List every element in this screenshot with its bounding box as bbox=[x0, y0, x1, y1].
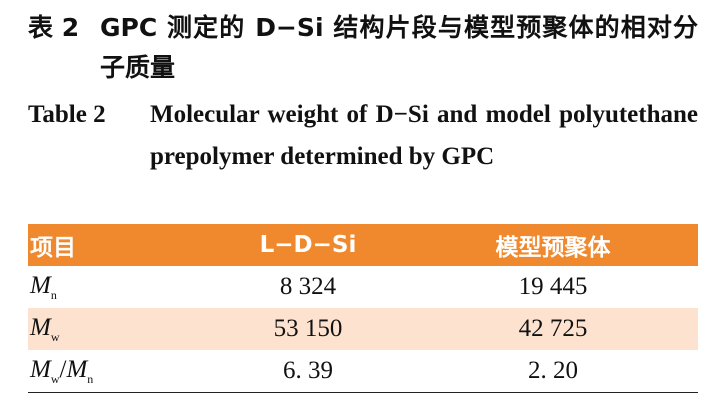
header-row: 项目 L−D−Si 模型预聚体 bbox=[28, 224, 698, 266]
caption-label: 表 2 bbox=[28, 13, 80, 42]
header-cell: L−D−Si bbox=[208, 224, 408, 266]
table-row: Mw 53 150 42 725 bbox=[28, 308, 698, 350]
subscript: w bbox=[50, 371, 60, 386]
symbol: M bbox=[30, 313, 51, 341]
header-cell: 模型预聚体 bbox=[408, 224, 698, 266]
symbol: M bbox=[30, 271, 51, 299]
table-cell: 8 324 bbox=[279, 273, 337, 300]
table-cell: 19 445 bbox=[518, 273, 588, 300]
caption-text: Molecular weight of D−Si and model polyu… bbox=[150, 101, 698, 170]
symbol: M bbox=[30, 355, 51, 383]
row-label: Mw/Mn bbox=[28, 350, 208, 393]
subscript: n bbox=[87, 371, 94, 386]
caption-label: Table 2 bbox=[28, 101, 106, 128]
table-body: Mn 8 324 19 445 Mw 53 150 42 725 Mw/Mn 6. 39 2. … bbox=[28, 266, 698, 393]
table-row: Mw/Mn 6. 39 2. 20 bbox=[28, 350, 698, 393]
subscript: n bbox=[50, 287, 57, 302]
row-label: Mw bbox=[28, 308, 208, 350]
caption-en: Table 2 Molecular weight of D−Si and mod… bbox=[28, 94, 698, 178]
row-label: Mn bbox=[28, 266, 208, 308]
caption-cn: 表 2 GPC 测定的 D−Si 结构片段与模型预聚体的相对分子质量 bbox=[28, 8, 698, 88]
header-cell: 项目 bbox=[28, 224, 208, 266]
table-cell: 42 725 bbox=[408, 308, 698, 350]
table-cell: 6. 39 bbox=[208, 350, 408, 393]
table-cell: 53 150 bbox=[208, 308, 408, 350]
table-row: Mn 8 324 19 445 bbox=[28, 266, 698, 308]
subscript: w bbox=[50, 329, 60, 344]
symbol: M bbox=[66, 355, 88, 383]
data-table: 项目 L−D−Si 模型预聚体 Mn 8 324 19 445 Mw 53 150 42 72… bbox=[28, 224, 698, 393]
separator: / bbox=[59, 355, 67, 383]
table-cell: 2. 20 bbox=[408, 350, 698, 393]
caption-text: GPC 测定的 D−Si 结构片段与模型预聚体的相对分子质量 bbox=[100, 13, 698, 82]
